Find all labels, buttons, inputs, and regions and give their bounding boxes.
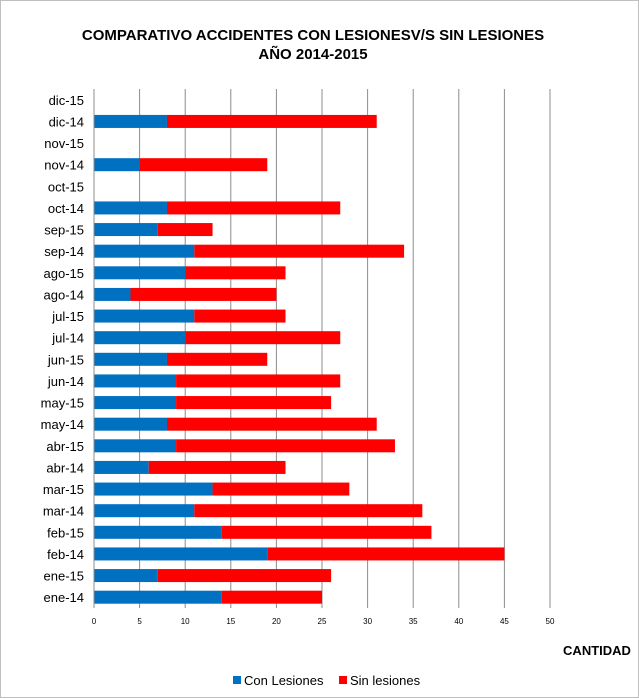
bar-sin-lesiones — [194, 244, 405, 258]
y-tick-label: jun-15 — [47, 352, 84, 367]
bar-sin-lesiones — [176, 439, 395, 453]
y-tick-label: ago-14 — [44, 287, 84, 302]
y-tick-label: sep-15 — [44, 223, 84, 238]
bar-sin-lesiones — [148, 460, 286, 474]
gridlines — [139, 89, 551, 608]
bar-con-lesiones — [94, 374, 177, 388]
bar-con-lesiones — [94, 439, 177, 453]
bar-con-lesiones — [94, 352, 167, 366]
bar-sin-lesiones — [221, 525, 432, 539]
y-tick-label: nov-15 — [44, 136, 84, 151]
bar-con-lesiones — [94, 266, 186, 280]
bar-sin-lesiones — [176, 374, 341, 388]
bar-con-lesiones — [94, 223, 158, 237]
y-tick-label: oct-15 — [48, 179, 84, 194]
x-tick-label: 40 — [454, 617, 463, 626]
y-tick-label: ene-15 — [44, 569, 84, 584]
bar-sin-lesiones — [194, 504, 423, 518]
y-tick-label: abr-14 — [46, 460, 84, 475]
bar-con-lesiones — [94, 417, 167, 431]
x-tick-label: 50 — [546, 617, 555, 626]
bar-sin-lesiones — [166, 417, 377, 431]
bar-sin-lesiones — [267, 547, 505, 561]
y-tick-label: feb-14 — [47, 547, 84, 562]
x-tick-label: 35 — [409, 617, 418, 626]
y-tick-label: jul-15 — [51, 309, 84, 324]
y-tick-label: may-14 — [41, 417, 84, 432]
bar-con-lesiones — [94, 158, 140, 172]
y-tick-label: sep-14 — [44, 244, 84, 259]
bar-con-lesiones — [94, 547, 268, 561]
bar-con-lesiones — [94, 331, 186, 345]
chart-title-line-2: AÑO 2014-2015 — [258, 45, 367, 63]
x-tick-label: 30 — [363, 617, 372, 626]
x-tick-label: 10 — [181, 617, 190, 626]
bar-sin-lesiones — [157, 569, 332, 583]
bar-con-lesiones — [94, 504, 195, 518]
x-tick-label: 25 — [318, 617, 327, 626]
y-tick-label: ene-14 — [44, 590, 84, 605]
bars — [94, 114, 505, 604]
x-tick-label: 45 — [500, 617, 509, 626]
y-tick-label: oct-14 — [48, 201, 84, 216]
bar-sin-lesiones — [157, 223, 213, 237]
x-tick-label: 20 — [272, 617, 281, 626]
bar-sin-lesiones — [194, 309, 286, 323]
bar-sin-lesiones — [212, 482, 350, 496]
bar-con-lesiones — [94, 482, 213, 496]
bar-sin-lesiones — [166, 201, 341, 215]
bar-con-lesiones — [94, 114, 167, 128]
bar-con-lesiones — [94, 201, 167, 215]
x-axis-title: CANTIDAD — [563, 643, 631, 658]
bar-con-lesiones — [94, 525, 222, 539]
legend-swatch — [339, 676, 347, 684]
x-tick-label: 5 — [137, 617, 142, 626]
x-tick-label: 15 — [226, 617, 235, 626]
bar-sin-lesiones — [130, 287, 277, 301]
y-tick-label: dic-15 — [49, 93, 84, 108]
bar-sin-lesiones — [139, 158, 268, 172]
legend-swatch — [233, 676, 241, 684]
bar-con-lesiones — [94, 396, 177, 410]
y-tick-label: ago-15 — [44, 266, 84, 281]
bar-con-lesiones — [94, 460, 149, 474]
bar-sin-lesiones — [221, 590, 322, 604]
y-tick-label: nov-14 — [44, 158, 84, 173]
bar-sin-lesiones — [176, 396, 332, 410]
y-tick-label: abr-15 — [46, 439, 84, 454]
bar-con-lesiones — [94, 287, 131, 301]
y-tick-label: feb-15 — [47, 525, 84, 540]
bar-con-lesiones — [94, 309, 195, 323]
bar-sin-lesiones — [185, 331, 341, 345]
bar-sin-lesiones — [185, 266, 286, 280]
legend-label: Con Lesiones — [244, 673, 324, 688]
y-tick-label: jun-14 — [47, 374, 84, 389]
legend: Con Lesiones Sin lesiones — [233, 673, 421, 688]
bar-sin-lesiones — [166, 352, 268, 366]
bar-sin-lesiones — [166, 114, 377, 128]
bar-con-lesiones — [94, 244, 195, 258]
bar-con-lesiones — [94, 569, 158, 583]
y-tick-label: dic-14 — [49, 114, 84, 129]
legend-label: Sin lesiones — [350, 673, 421, 688]
y-tick-label: mar-15 — [43, 482, 84, 497]
chart-title-line-1: COMPARATIVO ACCIDENTES CON LESIONESV/S S… — [82, 27, 544, 44]
y-tick-label: jul-14 — [51, 331, 84, 346]
axes: 0 5 10 15 20 25 30 35 40 45 50 ene-14 ene-15 feb-14 fe… — [41, 89, 555, 626]
bar-con-lesiones — [94, 590, 222, 604]
y-tick-label: mar-14 — [43, 504, 84, 519]
y-tick-label: may-15 — [41, 396, 84, 411]
x-tick-label: 0 — [92, 617, 97, 626]
